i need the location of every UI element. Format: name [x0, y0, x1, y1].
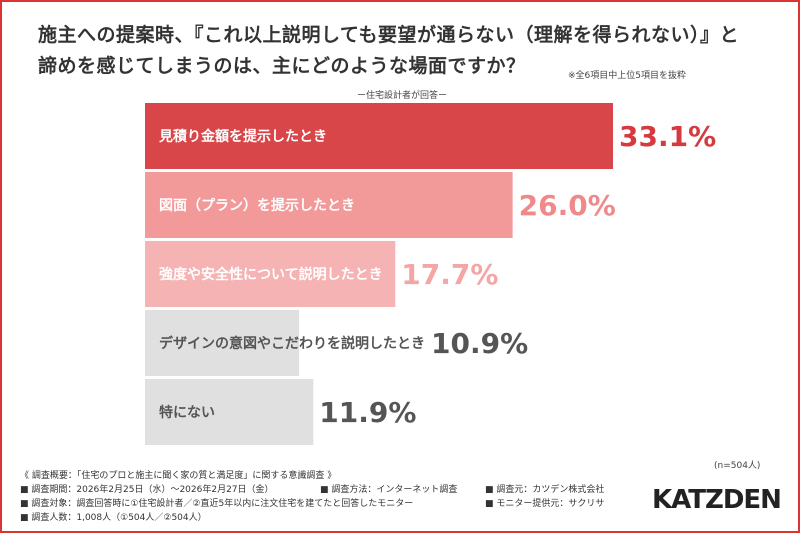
survey-footer: 《 調査概要：「住宅のプロと施主に聞く家の質と満足度」に関する意識調査 》 ■ …	[20, 469, 604, 525]
bar-value-label-1: 33.1%	[619, 120, 716, 153]
katzden-logo: KATZDEN	[652, 485, 782, 515]
footer-method: ■ 調査方法：インターネット調査	[320, 485, 458, 495]
sample-size: (n=504人)	[714, 461, 761, 471]
bar-1	[145, 103, 613, 169]
note: ※全6項目中上位5項目を抜粋	[568, 71, 686, 81]
subtitle: ー住宅設計者が回答ー	[356, 91, 447, 101]
footer-provider: ■ モニター提供元：サクリサ	[485, 499, 605, 509]
footer-source: ■ 調査元：カツデン株式会社	[485, 485, 605, 495]
footer-count: ■ 調査人数：1,008人（①504人／②504人）	[20, 513, 207, 523]
bar-3	[145, 241, 396, 307]
footer-period: ■ 調査期間：2026年2月25日（水）〜2026年2月27日（金）	[20, 485, 274, 495]
bar-value-label-2: 26.0%	[519, 189, 616, 222]
title-line-2: 諦めを感じてしまうのは、主にどのような場面ですか？	[38, 55, 526, 77]
bar-value-label-5: 11.9%	[319, 396, 416, 429]
chart-title: 施主への提案時、『これ以上説明しても要望が通らない（理解を得られない）』と 諦め…	[38, 20, 778, 82]
footer-row-2: ■ 調査対象：調査回答時に①住宅設計者／②直近5年以内に注文住宅を建てたと回答し…	[20, 497, 604, 511]
bar-category-label-2: 図面（プラン）を提示したとき	[159, 198, 355, 214]
bar-4	[145, 310, 300, 376]
bar-5	[145, 379, 314, 445]
title-line-1: 施主への提案時、『これ以上説明しても要望が通らない（理解を得られない）』と	[38, 24, 739, 46]
footer-row-1: ■ 調査期間：2026年2月25日（水）〜2026年2月27日（金） ■ 調査方…	[20, 483, 604, 497]
bar-category-label-3: 強度や安全性について説明したとき	[159, 266, 383, 283]
bar-category-label-1: 見積り金額を提示したとき	[158, 128, 327, 145]
bar-category-label-5: 特にない	[159, 404, 215, 421]
bar-value-label-4: 10.9%	[431, 327, 528, 360]
footer-target: ■ 調査対象：調査回答時に①住宅設計者／②直近5年以内に注文住宅を建てたと回答し…	[20, 499, 414, 509]
footer-overview: 《 調査概要：「住宅のプロと施主に聞く家の質と満足度」に関する意識調査 》	[20, 471, 337, 481]
bar-2	[145, 172, 513, 238]
bar-category-label-4: デザインの意図やこだわりを説明したとき	[159, 335, 425, 352]
bar-value-label-3: 17.7%	[401, 258, 498, 291]
